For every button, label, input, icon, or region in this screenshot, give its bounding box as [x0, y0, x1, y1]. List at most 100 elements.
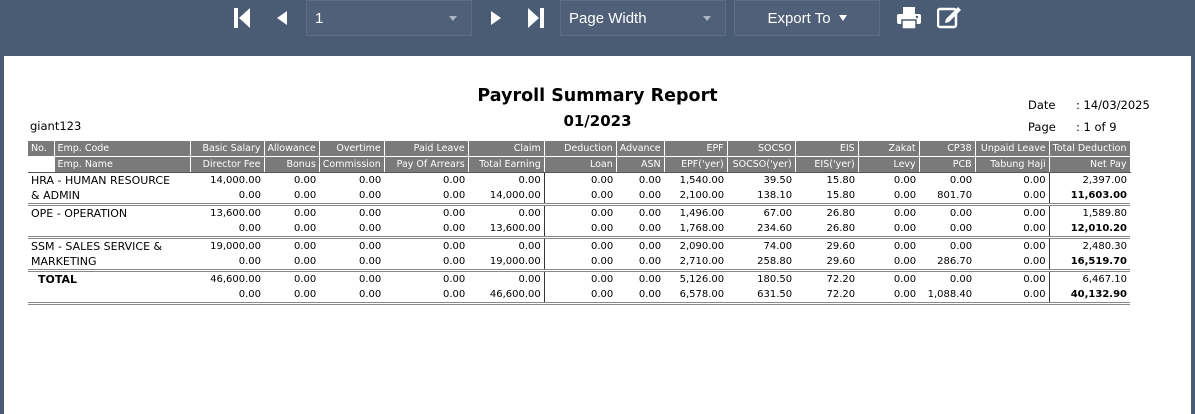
table-cell: 0.00	[858, 254, 920, 272]
date-label: Date	[1028, 98, 1056, 112]
department-name: & ADMIN	[28, 188, 190, 206]
table-cell: 0.00	[949, 274, 973, 285]
column-header: Director Fee	[190, 156, 265, 173]
table-row: SSM - SALES SERVICE & 19,000.00 0.00 0.00 0.…	[28, 237, 1130, 254]
column-header: Pay Of Arrears	[384, 156, 469, 173]
table-cell: 0.00	[358, 208, 382, 219]
report-user: giant123	[30, 119, 82, 133]
column-header: Paid Leave	[384, 141, 469, 157]
table-cell: 0.00	[468, 172, 545, 188]
table-cell: 1,496.00	[679, 208, 725, 219]
table-cell: 0.00	[975, 237, 1050, 254]
column-header: Total Earning	[468, 156, 545, 173]
table-cell: 0.00	[975, 270, 1050, 287]
column-header: SOCSO('yer)	[727, 156, 796, 173]
table-cell: 286.70	[919, 254, 976, 272]
table-cell: 0.00	[264, 221, 320, 239]
report-page: Payroll Summary Report 01/2023 giant123 …	[4, 56, 1191, 414]
table-cell: 234.60	[727, 221, 796, 239]
table-cell: 0.00	[893, 241, 917, 252]
table-cell: 0.00	[264, 188, 320, 206]
column-header: EPF('yer)	[664, 156, 728, 173]
table-cell: 26.80	[795, 221, 859, 239]
table-cell: 0.00	[190, 254, 264, 272]
table-cell: 0.00	[358, 274, 382, 285]
zoom-value: Page Width	[569, 9, 647, 27]
table-cell: 0.00	[358, 175, 382, 186]
page-number-value: 1	[315, 9, 324, 27]
table-cell: 5,126.00	[679, 274, 725, 285]
table-cell: 1,088.40	[919, 287, 976, 305]
table-cell: 0.00	[264, 254, 320, 272]
prev-page-icon[interactable]	[274, 7, 290, 29]
table-cell: 0.00	[468, 237, 545, 254]
table-cell: 2,397.00	[1082, 175, 1127, 186]
table-cell: 0.00	[544, 287, 617, 305]
table-cell: 0.00	[893, 208, 917, 219]
table-cell: 0.00	[638, 175, 662, 186]
column-header: ASN	[616, 156, 665, 173]
table-cell: 67.00	[763, 208, 793, 219]
table-cell: 0.00	[294, 274, 317, 285]
total-label	[28, 287, 190, 305]
table-cell: 0.00	[858, 287, 920, 305]
next-page-icon[interactable]	[488, 7, 504, 29]
column-header: Emp. Name	[54, 156, 191, 173]
edit-icon[interactable]	[936, 4, 964, 30]
table-cell: 0.00	[319, 287, 385, 305]
column-header: PCB	[919, 156, 976, 173]
table-cell: 0.00	[384, 188, 469, 206]
table-cell: 0.00	[616, 287, 665, 305]
department-name: HRA - HUMAN RESOURCE	[31, 174, 171, 187]
column-header: EIS('yer)	[795, 156, 859, 173]
column-header: Commission	[319, 156, 385, 173]
table-cell: 46,600.00	[210, 274, 261, 285]
table-cell: 0.00	[544, 221, 617, 239]
table-cell: 13,600.00	[468, 221, 545, 239]
table-cell: 0.00	[975, 172, 1050, 188]
first-page-icon[interactable]	[232, 7, 252, 29]
table-cell: 0.00	[468, 204, 545, 221]
export-to-button[interactable]: Export To	[734, 0, 880, 36]
column-header: Total Deduction	[1049, 141, 1131, 157]
column-header: Levy	[858, 156, 920, 173]
column-header: Bonus	[264, 156, 320, 173]
print-icon[interactable]	[896, 5, 922, 31]
column-header: Basic Salary	[190, 141, 265, 157]
table-cell: 0.00	[975, 188, 1050, 206]
payroll-summary-table: No. Emp. Code Basic Salary Allowance Overtim…	[28, 141, 1131, 305]
column-header: Allowance	[264, 141, 320, 157]
table-row: HRA - HUMAN RESOURCE 14,000.00 0.00 0.00 0.0…	[28, 172, 1130, 188]
department-name: OPE - OPERATION	[31, 207, 128, 220]
table-cell: 2,710.00	[664, 254, 728, 272]
table-cell: 15.80	[795, 188, 859, 206]
table-cell: 1,540.00	[679, 175, 725, 186]
table-cell: 0.00	[590, 241, 614, 252]
table-cell: 40,132.90	[1049, 287, 1130, 305]
table-cell: 0.00	[190, 221, 264, 239]
table-header-row: Emp. Name Director Fee Bonus Commission Pay …	[28, 156, 1131, 173]
table-cell: 19,000.00	[210, 241, 261, 252]
table-cell: 0.00	[949, 208, 973, 219]
table-cell: 0.00	[975, 204, 1050, 221]
table-row: 0.00 0.00 0.00 0.00 46,600.00 0.00 0.00 6,578.0…	[28, 287, 1130, 305]
table-cell: 0.00	[294, 208, 317, 219]
page-number-select[interactable]: 1	[306, 0, 472, 36]
column-header: Tabung Haji	[975, 156, 1050, 173]
table-cell: 0.00	[638, 274, 662, 285]
report-title: Payroll Summary Report	[477, 86, 718, 106]
page-info-value: : 1 of 9	[1076, 120, 1117, 134]
page-label: Page	[1028, 120, 1056, 134]
table-cell: 29.60	[795, 254, 859, 272]
table-cell: 0.00	[858, 188, 920, 206]
column-header: Overtime	[319, 141, 385, 157]
table-cell: 0.00	[949, 241, 973, 252]
zoom-select[interactable]: Page Width	[560, 0, 726, 36]
last-page-icon[interactable]	[526, 7, 546, 29]
table-cell: 29.60	[826, 241, 856, 252]
table-row: 0.00 0.00 0.00 0.00 13,600.00 0.00 0.00 1,768.0…	[28, 221, 1130, 239]
table-cell: 0.00	[319, 221, 385, 239]
table-cell: 0.00	[442, 208, 466, 219]
table-cell: 0.00	[384, 287, 469, 305]
table-cell: 0.00	[468, 270, 545, 287]
